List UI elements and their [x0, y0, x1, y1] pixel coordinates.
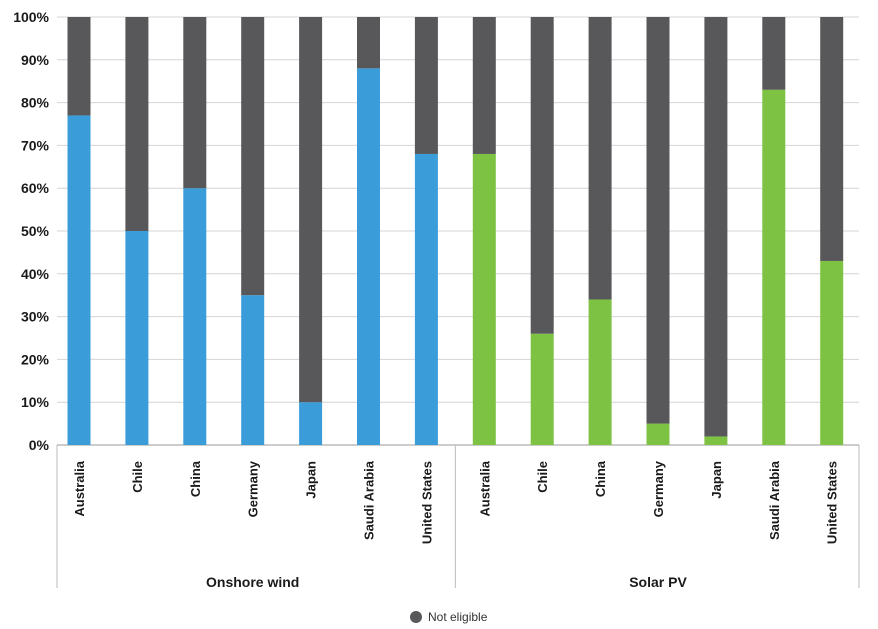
bars	[67, 17, 844, 446]
bar-eligible	[183, 188, 207, 445]
x-tick-label: United States	[825, 461, 840, 544]
bar-not-eligible	[125, 17, 149, 231]
bar-not-eligible	[357, 17, 380, 69]
y-tick-label: 70%	[21, 137, 50, 153]
bar-eligible	[414, 153, 438, 445]
y-tick-label: 80%	[21, 95, 50, 111]
bar-eligible	[67, 115, 91, 445]
bar-not-eligible	[183, 17, 207, 189]
group-label: Solar PV	[629, 574, 687, 590]
bar-not-eligible	[414, 17, 438, 154]
y-tick-label: 0%	[29, 437, 50, 453]
legend-label-not-eligible: Not eligible	[428, 610, 488, 624]
bar-eligible	[472, 153, 496, 445]
bar-not-eligible	[820, 17, 844, 261]
x-tick-label: Australia	[72, 460, 87, 516]
bar-not-eligible	[241, 17, 265, 296]
legend-swatch-not-eligible	[410, 611, 422, 623]
x-tick-label: United States	[419, 461, 434, 544]
bar-not-eligible	[762, 17, 786, 90]
bar-not-eligible	[67, 17, 91, 116]
y-tick-label: 50%	[21, 223, 50, 239]
y-tick-label: 30%	[21, 309, 50, 325]
y-axis-tick-labels: 0% 10% 20% 30% 40% 50% 60% 70% 80% 90% 100%	[13, 9, 49, 453]
bar-not-eligible	[588, 17, 612, 300]
x-tick-label: China	[593, 460, 608, 497]
group-labels: Onshore wind Solar PV	[206, 574, 687, 590]
bar-eligible	[125, 231, 149, 445]
y-tick-label: 40%	[21, 266, 50, 282]
group-label: Onshore wind	[206, 574, 299, 590]
x-tick-label: China	[188, 460, 203, 497]
bar-eligible	[762, 89, 786, 445]
bar-eligible	[646, 423, 670, 445]
x-tick-label: Germany	[651, 460, 666, 517]
bar-not-eligible	[472, 17, 496, 154]
x-tick-label: Chile	[535, 461, 550, 493]
bar-eligible	[357, 68, 380, 446]
x-axis-tick-labels: Australia Chile China Germany Japan Saudi Ara…	[72, 460, 840, 544]
bar-eligible	[704, 436, 728, 445]
y-tick-label: 10%	[21, 394, 50, 410]
bar-eligible	[820, 260, 844, 445]
x-tick-label: Chile	[130, 461, 145, 493]
legend: Not eligible	[410, 610, 488, 624]
bar-not-eligible	[530, 17, 554, 334]
x-tick-label: Germany	[246, 460, 261, 517]
y-tick-label: 90%	[21, 52, 50, 68]
gridlines	[56, 16, 860, 588]
bar-not-eligible	[704, 17, 728, 437]
x-tick-label: Australia	[477, 460, 492, 516]
bar-not-eligible	[646, 17, 670, 424]
bar-eligible	[241, 295, 265, 445]
y-tick-label: 100%	[13, 9, 49, 25]
y-tick-label: 20%	[21, 351, 50, 367]
x-tick-label: Saudi Arabia	[362, 460, 377, 540]
x-tick-label: Saudi Arabia	[767, 460, 782, 540]
bar-eligible	[299, 402, 323, 445]
x-tick-label: Japan	[304, 461, 319, 499]
bar-not-eligible	[299, 17, 323, 403]
bar-eligible	[588, 299, 612, 445]
bar-eligible	[530, 333, 554, 445]
x-tick-label: Japan	[709, 461, 724, 499]
y-tick-label: 60%	[21, 180, 50, 196]
